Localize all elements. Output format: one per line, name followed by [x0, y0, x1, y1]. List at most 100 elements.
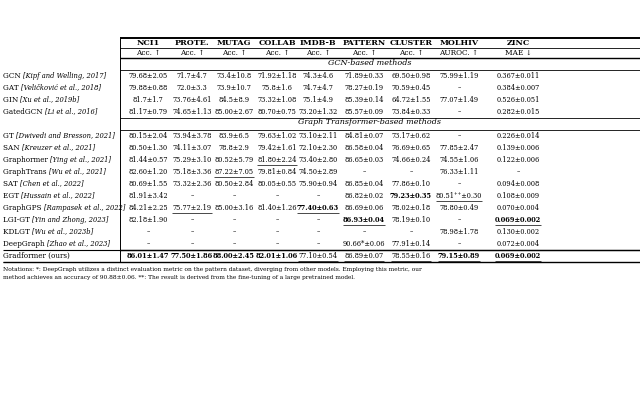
Text: –: –: [232, 240, 236, 248]
Text: 79.68±2.05: 79.68±2.05: [129, 72, 168, 80]
Text: KDLGT: KDLGT: [3, 227, 32, 236]
Text: 75.77±2.19: 75.77±2.19: [172, 204, 212, 211]
Text: MAE ↓: MAE ↓: [504, 49, 531, 57]
Text: [Li et al., 2016]: [Li et al., 2016]: [45, 107, 97, 116]
Text: Graph Transformer-based methods: Graph Transformer-based methods: [298, 118, 442, 126]
Text: 71.89±0.33: 71.89±0.33: [344, 72, 383, 80]
Text: 75.29±3.10: 75.29±3.10: [172, 156, 212, 164]
Text: [Kipf and Welling, 2017]: [Kipf and Welling, 2017]: [23, 72, 106, 80]
Text: 74.7±4.7: 74.7±4.7: [303, 84, 333, 91]
Text: 73.40±2.80: 73.40±2.80: [298, 156, 338, 164]
Text: 81.44±0.57: 81.44±0.57: [128, 156, 168, 164]
Text: 84.81±0.07: 84.81±0.07: [344, 131, 383, 139]
Text: 74.55±1.06: 74.55±1.06: [439, 156, 479, 164]
Text: 85.00±3.16: 85.00±3.16: [214, 204, 253, 211]
Text: 77.91±0.14: 77.91±0.14: [392, 240, 431, 248]
Text: 73.84±0.33: 73.84±0.33: [391, 107, 431, 116]
Text: 80.15±2.04: 80.15±2.04: [128, 131, 168, 139]
Text: GraphTrans: GraphTrans: [3, 168, 49, 175]
Text: 76.33±1.11: 76.33±1.11: [439, 168, 479, 175]
Text: GAT: GAT: [3, 84, 21, 91]
Text: –: –: [316, 192, 320, 200]
Text: 81.40±1.26: 81.40±1.26: [257, 204, 297, 211]
Text: EGT: EGT: [3, 192, 21, 200]
Text: 87.22±7.05: 87.22±7.05: [214, 168, 253, 175]
Text: 84.21±2.25: 84.21±2.25: [128, 204, 168, 211]
Text: 78.27±0.19: 78.27±0.19: [344, 84, 383, 91]
Text: DeepGraph: DeepGraph: [3, 240, 47, 248]
Text: 79.88±0.88: 79.88±0.88: [129, 84, 168, 91]
Text: [Ying et al., 2021]: [Ying et al., 2021]: [50, 156, 111, 164]
Text: 79.23±0.35: 79.23±0.35: [390, 192, 432, 200]
Text: –: –: [190, 215, 194, 223]
Text: 86.69±0.06: 86.69±0.06: [344, 204, 383, 211]
Text: 74.50±2.89: 74.50±2.89: [298, 168, 338, 175]
Text: Acc. ↑: Acc. ↑: [352, 49, 376, 57]
Text: 75.99±1.19: 75.99±1.19: [439, 72, 479, 80]
Text: 80.52±5.79: 80.52±5.79: [214, 156, 253, 164]
Text: COLLAB: COLLAB: [258, 39, 296, 47]
Text: 0.526±0.051: 0.526±0.051: [496, 95, 540, 103]
Text: 0.139±0.006: 0.139±0.006: [497, 143, 540, 152]
Text: 0.108±0.009: 0.108±0.009: [497, 192, 540, 200]
Text: –: –: [458, 179, 461, 187]
Text: 0.384±0.007: 0.384±0.007: [497, 84, 540, 91]
Text: 86.93±0.04: 86.93±0.04: [343, 215, 385, 223]
Text: 73.17±0.62: 73.17±0.62: [392, 131, 431, 139]
Text: [Chen et al., 2022]: [Chen et al., 2022]: [20, 179, 84, 187]
Text: 80.05±0.55: 80.05±0.55: [257, 179, 296, 187]
Text: 78.98±1.78: 78.98±1.78: [440, 227, 479, 236]
Text: [Wu et al., 2023b]: [Wu et al., 2023b]: [32, 227, 93, 236]
Text: 85.39±0.14: 85.39±0.14: [344, 95, 384, 103]
Text: 72.0±3.3: 72.0±3.3: [177, 84, 207, 91]
Text: –: –: [147, 240, 150, 248]
Text: [Kreuzer et al., 2021]: [Kreuzer et al., 2021]: [22, 143, 95, 152]
Text: 79.63±1.02: 79.63±1.02: [257, 131, 296, 139]
Text: ZINC: ZINC: [506, 39, 530, 47]
Text: –: –: [316, 215, 320, 223]
Text: 80.70±0.75: 80.70±0.75: [257, 107, 296, 116]
Text: 77.86±0.10: 77.86±0.10: [392, 179, 431, 187]
Text: 73.4±10.8: 73.4±10.8: [216, 72, 252, 80]
Text: 78.80±0.49: 78.80±0.49: [440, 204, 479, 211]
Text: 80.51⁺⁺±0.30: 80.51⁺⁺±0.30: [436, 192, 482, 200]
Text: GCN: GCN: [3, 72, 23, 80]
Text: –: –: [275, 227, 278, 236]
Text: 73.9±10.7: 73.9±10.7: [216, 84, 252, 91]
Text: –: –: [275, 240, 278, 248]
Text: 78.19±0.10: 78.19±0.10: [392, 215, 431, 223]
Text: 81.7±1.7: 81.7±1.7: [132, 95, 163, 103]
Text: –: –: [190, 240, 194, 248]
Text: Graphormer: Graphormer: [3, 156, 50, 164]
Text: 72.10±2.30: 72.10±2.30: [298, 143, 337, 152]
Text: GraphGPS: GraphGPS: [3, 204, 44, 211]
Text: 0.069±0.002: 0.069±0.002: [495, 215, 541, 223]
Text: [Zhao et al., 2023]: [Zhao et al., 2023]: [47, 240, 110, 248]
Text: 75.1±4.9: 75.1±4.9: [303, 95, 333, 103]
Text: SAN: SAN: [3, 143, 22, 152]
Text: 79.81±0.84: 79.81±0.84: [257, 168, 297, 175]
Text: 86.82±0.02: 86.82±0.02: [344, 192, 383, 200]
Text: 85.00±2.67: 85.00±2.67: [214, 107, 253, 116]
Text: MUTAG: MUTAG: [217, 39, 252, 47]
Text: PROTE.: PROTE.: [175, 39, 209, 47]
Text: 78.55±0.16: 78.55±0.16: [392, 251, 431, 259]
Text: [Yin and Zhong, 2023]: [Yin and Zhong, 2023]: [32, 215, 109, 223]
Text: 80.69±1.55: 80.69±1.55: [128, 179, 168, 187]
Text: Acc. ↑: Acc. ↑: [180, 49, 204, 57]
Text: NCI1: NCI1: [136, 39, 159, 47]
Text: PATTERN: PATTERN: [342, 39, 386, 47]
Text: 70.59±0.45: 70.59±0.45: [392, 84, 431, 91]
Text: 86.58±0.04: 86.58±0.04: [344, 143, 384, 152]
Text: 79.15±0.89: 79.15±0.89: [438, 251, 480, 259]
Text: 82.01±1.06: 82.01±1.06: [256, 251, 298, 259]
Text: 0.226±0.014: 0.226±0.014: [496, 131, 540, 139]
Text: LGI-GT: LGI-GT: [3, 215, 32, 223]
Text: Acc. ↑: Acc. ↑: [306, 49, 330, 57]
Text: 85.57±0.09: 85.57±0.09: [344, 107, 383, 116]
Text: –: –: [458, 107, 461, 116]
Text: 86.85±0.04: 86.85±0.04: [344, 179, 384, 187]
Text: –: –: [362, 227, 365, 236]
Text: –: –: [458, 240, 461, 248]
Text: 77.85±2.47: 77.85±2.47: [440, 143, 479, 152]
